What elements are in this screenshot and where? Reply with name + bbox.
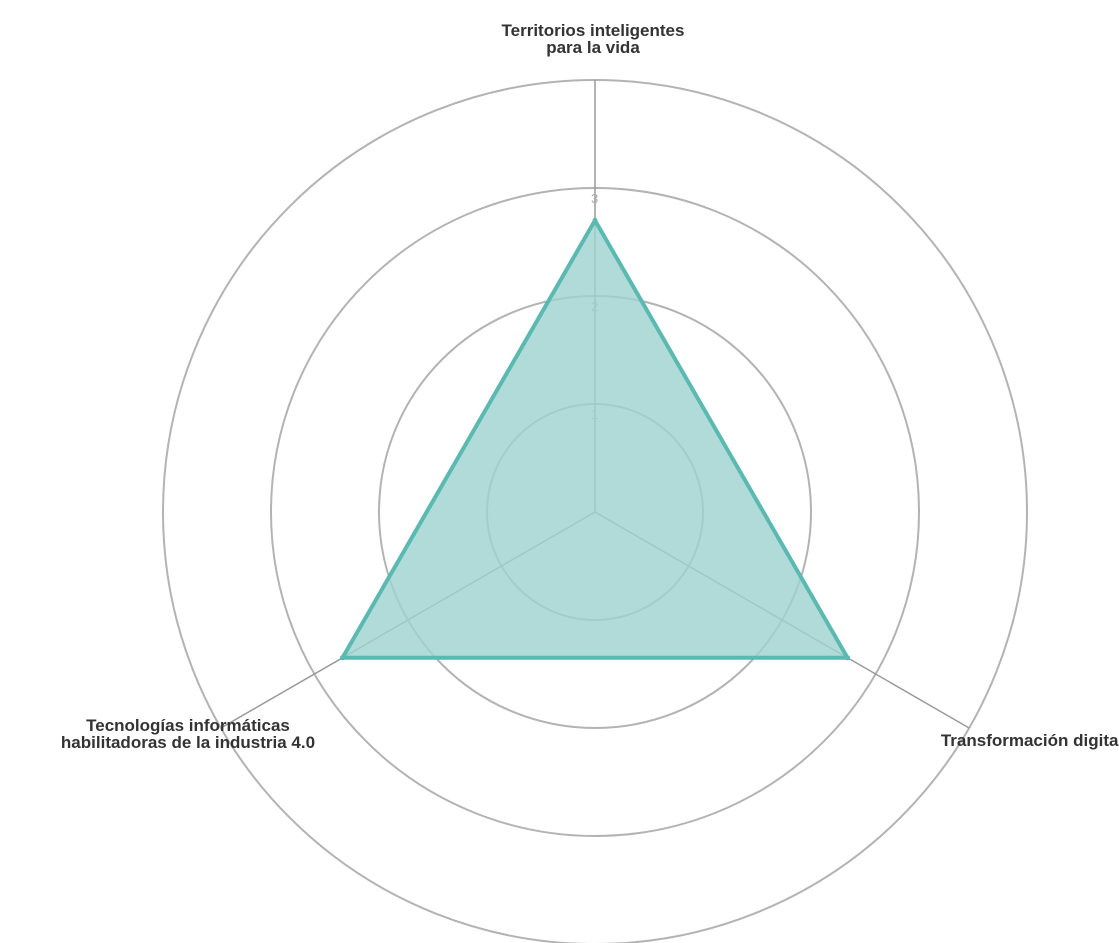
axis-label-3-line-2: habilitadoras de la industria 4.0 <box>61 733 315 752</box>
series-area <box>339 216 851 660</box>
data-point-3 <box>339 655 345 661</box>
radar-series <box>339 216 851 661</box>
axis-label-3-line-1: Tecnologías informáticas <box>86 716 290 735</box>
axis-label-2: Transformación digital <box>941 731 1119 750</box>
axis-label-1-line-2: para la vida <box>546 38 640 57</box>
data-point-1 <box>592 217 598 223</box>
data-point-2 <box>845 655 851 661</box>
axis-label-1: Territorios inteligentes para la vida <box>502 21 685 57</box>
radar-axis-labels: Territorios inteligentes para la vida Tran… <box>61 21 1119 752</box>
axis-label-3: Tecnologías informáticas habilitadoras de… <box>61 716 315 752</box>
tick-label-3: 3 <box>591 191 598 206</box>
axis-label-1-line-1: Territorios inteligentes <box>502 21 685 40</box>
axis-label-2-line-1: Transformación digital <box>941 731 1119 750</box>
